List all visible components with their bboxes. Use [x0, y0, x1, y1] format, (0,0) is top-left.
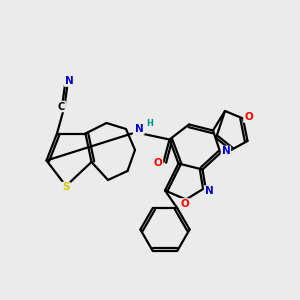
Text: H: H [146, 119, 153, 128]
Text: N: N [135, 124, 144, 134]
Text: N: N [64, 76, 74, 86]
Text: C: C [58, 101, 65, 112]
Text: S: S [62, 182, 70, 193]
Text: N: N [205, 186, 214, 196]
Text: O: O [180, 199, 189, 209]
Text: O: O [244, 112, 253, 122]
Text: O: O [154, 158, 163, 169]
Text: N: N [221, 146, 230, 157]
